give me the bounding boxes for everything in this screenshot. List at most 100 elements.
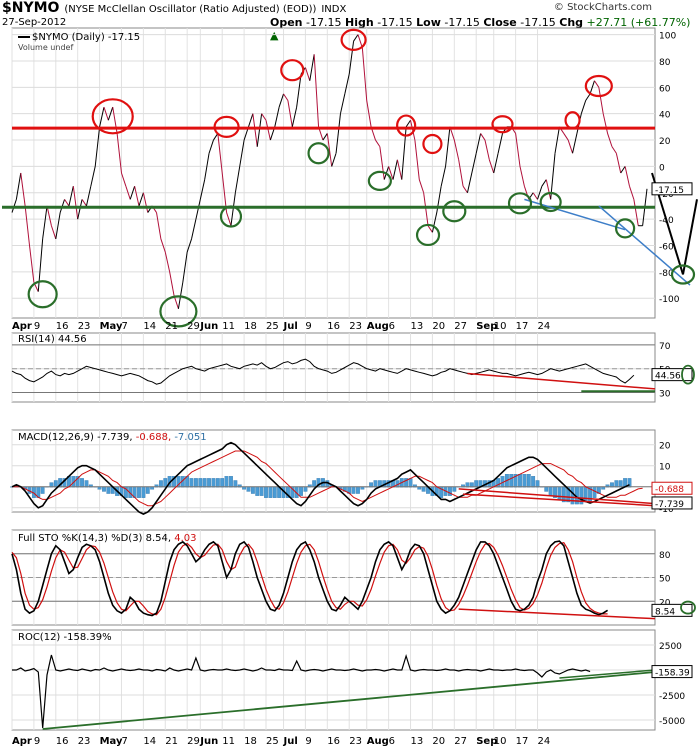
nymo-segment [50, 225, 57, 240]
nymo-segment [348, 41, 355, 75]
nymo-segment [125, 186, 131, 200]
roc-trendline [42, 671, 656, 730]
sto-divergence-line [458, 608, 656, 620]
nymo-segment [81, 199, 87, 207]
nymo-segment [475, 133, 482, 154]
nymo-segment [462, 185, 468, 194]
nymo-segment [633, 199, 639, 226]
macd-price-tag-1: -0.688 [655, 485, 684, 495]
x-tick-label: 10 [494, 321, 507, 332]
x-tick-label-bottom: 24 [538, 736, 551, 747]
macd-histogram-bar [531, 476, 536, 488]
x-tick-label: 25 [266, 321, 279, 332]
macd-histogram-bar [215, 478, 220, 488]
nymo-segment [418, 179, 425, 193]
chg-arrow-icon: ▲ [270, 29, 279, 42]
nymo-segment [423, 192, 429, 226]
nymo-segment [410, 120, 416, 141]
blue-trendline [524, 198, 626, 231]
nymo-segment [72, 186, 79, 220]
x-tick-label-bottom: 27 [454, 736, 467, 747]
nymo-segment [99, 106, 105, 127]
nymo-segment [497, 133, 503, 154]
nymo-segment [532, 192, 538, 200]
nymo-segment [515, 133, 521, 167]
main-legend: $NYMO (Daily) -17.15 [32, 32, 140, 43]
macd-histogram-bar [198, 478, 203, 488]
macd-divergence-line [458, 488, 656, 505]
nymo-segment [375, 139, 381, 147]
nymo-segment [629, 186, 635, 200]
x-tick-label: 18 [244, 321, 257, 332]
x-tick-label-bottom: 18 [244, 736, 257, 747]
nymo-segment [77, 199, 83, 220]
nymo-segment [414, 139, 420, 180]
nymo-segment [519, 166, 525, 187]
nymo-segment [107, 106, 114, 121]
nymo-segment [261, 113, 267, 121]
macd-histogram-bar [272, 486, 277, 498]
main-ytick-label: 0 [659, 163, 665, 173]
open-label: Open [270, 16, 303, 29]
nymo-segment [195, 199, 201, 220]
green-circle-annotation [680, 600, 696, 615]
green-circle-annotation [615, 218, 636, 239]
nymo-segment [116, 133, 122, 174]
macd-divergence-line-2 [463, 493, 656, 507]
nymo-segment [392, 159, 398, 180]
nymo-segment [283, 93, 289, 101]
macd-histogram-bar [614, 480, 619, 488]
x-tick-label: Aug [367, 321, 389, 332]
macd-histogram-bar [526, 474, 531, 488]
close-value: -17.15 [520, 16, 556, 29]
macd-histogram-bar [250, 486, 255, 494]
macd-histogram-bar [145, 486, 150, 494]
nymo-segment [361, 47, 368, 101]
nymo-segment [160, 238, 166, 253]
x-tick-label-bottom: 9 [305, 736, 311, 747]
nymo-segment [480, 133, 486, 141]
main-price-tag: -17.15 [655, 186, 684, 196]
nymo-segment [239, 139, 245, 167]
macd-histogram-bar [207, 478, 211, 488]
sto-k-line [11, 540, 609, 617]
macd-histogram-bar [80, 478, 84, 488]
rsi-frame [11, 332, 656, 403]
nymo-segment [598, 87, 604, 114]
macd-histogram-bar [544, 486, 549, 492]
x-tick-label-bottom: 13 [411, 736, 424, 747]
sto-ytick-label: 50 [659, 575, 671, 585]
x-tick-label-bottom: May [100, 736, 123, 747]
nymo-segment [541, 179, 547, 187]
nymo-segment [274, 106, 280, 127]
macd-histogram-bar [49, 482, 54, 488]
macd-histogram-bar [189, 478, 194, 488]
macd-ytick-label: 20 [659, 442, 671, 452]
x-tick-label: 23 [78, 321, 91, 332]
nymo-segment [615, 153, 622, 174]
macd-histogram-bar [509, 474, 514, 488]
x-tick-label-bottom: 11 [222, 736, 235, 747]
macd-histogram-bar [229, 476, 233, 488]
nymo-segment [339, 93, 346, 114]
low-value: -17.15 [444, 16, 480, 29]
nymo-segment [488, 159, 495, 174]
x-tick-label: 27 [454, 321, 467, 332]
red-circle-annotation [584, 74, 613, 98]
green-circle-annotation [27, 280, 58, 309]
nymo-segment [335, 113, 341, 154]
main-ytick-label: 20 [659, 137, 671, 147]
main-frame [11, 27, 656, 319]
nymo-segment [624, 166, 630, 187]
x-tick-label-bottom: 23 [349, 736, 362, 747]
main-ytick-label: -80 [659, 269, 674, 279]
nymo-segment [602, 113, 609, 134]
x-tick-label-bottom: 25 [266, 736, 279, 747]
x-tick-label: 6 [389, 321, 395, 332]
macd-ytick-label: -10 [659, 505, 674, 515]
projection-line [682, 199, 698, 275]
x-tick-label: 7 [121, 321, 127, 332]
nymo-segment [326, 133, 333, 167]
macd-histogram-bar [452, 486, 457, 492]
brand-label[interactable]: © StockCharts.com [553, 2, 652, 13]
